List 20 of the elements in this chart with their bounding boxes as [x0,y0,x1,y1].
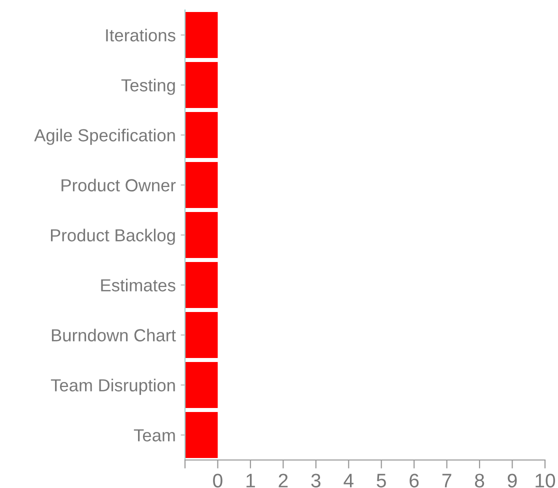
x-tick-label: 10 [536,474,556,488]
y-tick-label: Burndown Chart [52,328,176,342]
y-tick-label: Estimates [101,278,176,292]
y-tick-label: Agile Specification [34,128,175,145]
x-tick-label: 6 [410,474,419,488]
x-tick-label: 9 [508,474,517,488]
x-tick-label: 1 [246,474,255,488]
y-tick-label: Product Owner [62,178,176,192]
x-tick-label: 0 [213,474,222,488]
y-tick-label: Iterations [106,28,176,42]
x-tick-label: 3 [311,474,320,488]
x-tick-label: 8 [474,474,484,488]
x-tick-label: 5 [376,474,386,488]
y-tick-label: Team [134,429,175,442]
x-tick-label: 4 [344,474,354,488]
x-tick-label: 2 [278,474,288,488]
y-tick-label: Testing [121,78,175,95]
y-tick-label: Product Backlog [50,228,175,245]
x-tick-label: 7 [442,474,452,488]
y-tick-label: Team Disruption [50,378,175,395]
